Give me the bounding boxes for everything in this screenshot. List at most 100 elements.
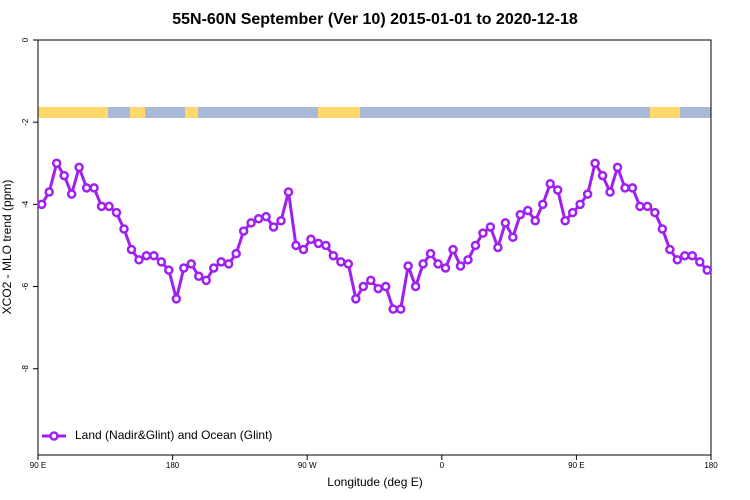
x-tick-label: 180	[704, 461, 718, 470]
data-point	[336, 257, 346, 267]
data-point	[134, 255, 144, 265]
data-point	[530, 216, 541, 226]
data-point	[186, 259, 197, 269]
data-point	[695, 257, 705, 267]
data-point	[36, 199, 47, 210]
data-point	[605, 187, 615, 197]
x-tick-label: 90 E	[30, 461, 46, 470]
data-point	[141, 250, 152, 261]
x-axis-label: Longitude (deg E)	[327, 475, 422, 489]
y-tick-label: 0	[21, 37, 30, 42]
data-point	[44, 187, 54, 197]
data-point	[74, 162, 84, 173]
band-ocean	[198, 107, 318, 118]
data-point	[635, 201, 645, 212]
x-tick-label: 90 E	[568, 461, 584, 470]
data-point	[149, 250, 159, 261]
band-ocean	[145, 107, 185, 118]
y-tick-label: -8	[21, 365, 30, 373]
data-point	[493, 242, 503, 253]
data-point	[680, 250, 690, 261]
data-point	[463, 255, 473, 265]
data-point	[657, 224, 668, 234]
data-point	[478, 228, 488, 238]
data-point	[620, 183, 630, 193]
data-point	[96, 201, 107, 212]
data-point	[552, 185, 563, 195]
data-point	[395, 304, 406, 314]
data-point	[231, 248, 241, 259]
data-point	[216, 257, 226, 267]
x-tick-label: 180	[166, 461, 180, 470]
data-point	[238, 226, 249, 236]
data-point	[111, 207, 122, 218]
data-point	[343, 259, 354, 269]
data-point	[523, 205, 533, 216]
data-point	[351, 294, 361, 304]
data-point	[380, 281, 391, 292]
data-point	[538, 199, 548, 210]
data-point	[508, 232, 518, 242]
data-point	[687, 250, 698, 261]
band-ocean	[360, 107, 650, 118]
legend-label: Land (Nadir&Glint) and Ocean (Glint)	[75, 428, 272, 442]
data-point	[126, 244, 137, 255]
data-point	[328, 250, 339, 261]
plot-frame	[37, 39, 712, 456]
data-point	[179, 263, 189, 273]
data-point	[194, 271, 204, 282]
data-point	[485, 222, 496, 232]
data-point	[156, 257, 167, 267]
data-point	[627, 183, 638, 193]
data-point	[119, 224, 129, 234]
data-point	[545, 179, 555, 189]
data-point	[81, 183, 92, 193]
data-point	[515, 209, 526, 220]
data-point	[208, 263, 219, 273]
chart-title: 55N-60N September (Ver 10) 2015-01-01 to…	[172, 11, 578, 28]
data-point	[253, 213, 264, 224]
data-point	[560, 216, 570, 226]
data-point	[612, 162, 623, 173]
data-point	[104, 201, 114, 212]
data-point	[500, 218, 511, 228]
data-point	[410, 281, 421, 292]
data-point	[321, 240, 331, 251]
data-point	[306, 234, 316, 245]
data-point	[313, 238, 324, 249]
data-point	[440, 263, 451, 273]
data-point	[291, 240, 301, 251]
data-point	[89, 183, 99, 193]
data-point	[418, 259, 428, 269]
data-point	[164, 265, 174, 275]
data-point	[268, 222, 279, 232]
data-point	[590, 158, 600, 169]
data-point	[223, 259, 234, 269]
band-ocean	[680, 107, 711, 118]
data-point	[470, 240, 481, 251]
data-point	[201, 275, 211, 286]
y-tick-label: -2	[21, 118, 30, 126]
data-point	[358, 281, 369, 292]
data-point	[261, 211, 271, 222]
data-point	[59, 170, 69, 181]
data-point	[455, 261, 466, 271]
data-point	[171, 294, 182, 304]
data-point	[448, 244, 458, 255]
band-ocean	[108, 107, 130, 118]
data-point	[373, 283, 383, 294]
data-point	[298, 244, 309, 255]
data-point	[597, 170, 608, 181]
data-point	[575, 199, 585, 210]
data-point	[672, 255, 683, 265]
data-point	[702, 265, 713, 275]
data-point	[403, 261, 413, 271]
legend-marker	[49, 431, 59, 441]
data-point	[425, 248, 436, 259]
data-point	[582, 189, 593, 199]
data-point	[246, 218, 256, 228]
y-tick-label: -4	[21, 200, 30, 208]
land-ocean-band	[38, 107, 711, 118]
data-point	[567, 207, 578, 218]
